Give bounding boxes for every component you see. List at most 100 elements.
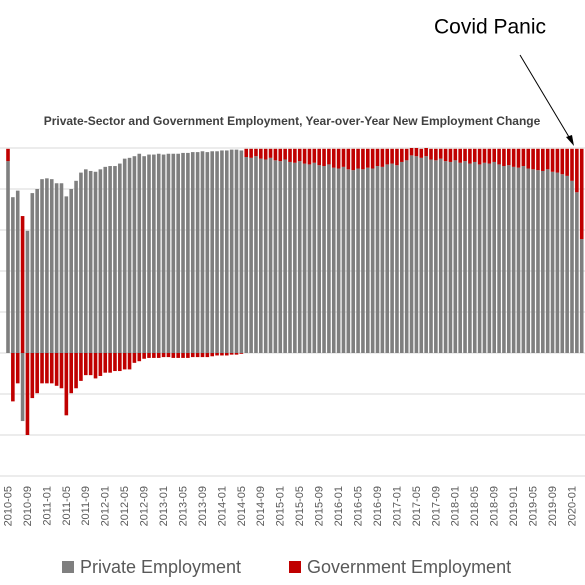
x-tick-label: 2011-01 <box>41 486 53 526</box>
bar <box>54 353 59 386</box>
bar <box>127 353 132 370</box>
bar <box>419 148 424 158</box>
bar <box>224 353 229 356</box>
bar <box>74 180 78 353</box>
bar <box>307 148 312 165</box>
bar <box>434 160 438 353</box>
x-tick-label: 2019-01 <box>508 486 520 526</box>
bar <box>108 353 112 373</box>
bar <box>448 148 453 162</box>
bar <box>414 156 419 353</box>
bar <box>570 180 574 353</box>
bar <box>361 148 365 170</box>
bar <box>380 148 385 167</box>
bar <box>293 148 297 163</box>
bar <box>152 353 156 358</box>
bar <box>215 353 219 356</box>
bar <box>132 156 137 353</box>
bar <box>74 353 78 389</box>
x-tick-label: 2013-05 <box>177 486 189 526</box>
bar <box>234 149 239 353</box>
bar <box>506 165 511 353</box>
bar <box>113 353 117 372</box>
bar <box>30 353 35 399</box>
bar <box>463 148 467 162</box>
bar <box>356 168 360 353</box>
bar <box>69 353 74 394</box>
bar <box>453 160 458 353</box>
bar <box>6 148 10 162</box>
bar <box>142 353 146 359</box>
bar <box>458 148 462 163</box>
bar <box>502 166 506 353</box>
bar <box>541 170 545 353</box>
bar <box>200 353 205 358</box>
bar <box>550 171 555 353</box>
bar <box>312 162 317 353</box>
bar <box>64 196 69 353</box>
bar <box>536 170 540 353</box>
bar <box>497 164 501 353</box>
bar <box>346 169 351 353</box>
bar <box>254 156 258 353</box>
bar <box>210 353 215 357</box>
chart-title: Private-Sector and Government Employment… <box>44 114 541 128</box>
bar <box>331 148 336 168</box>
legend-swatch <box>62 561 74 573</box>
bar <box>273 148 278 161</box>
bar <box>453 148 458 161</box>
bar <box>370 148 375 169</box>
bar <box>215 151 219 353</box>
bar <box>283 159 287 353</box>
bar <box>545 148 550 170</box>
bar <box>516 167 521 353</box>
bar <box>93 353 98 379</box>
x-tick-label: 2016-01 <box>333 486 345 526</box>
bar <box>579 239 584 353</box>
bar <box>565 175 569 353</box>
bar <box>477 164 482 353</box>
arrow-head <box>566 135 574 146</box>
bar <box>302 163 307 353</box>
bar <box>482 148 487 163</box>
bar <box>195 353 200 358</box>
bar <box>278 161 283 353</box>
bar <box>370 168 375 353</box>
bar <box>195 152 200 353</box>
bar <box>443 148 448 162</box>
bar <box>463 161 467 353</box>
x-tick-label: 2020-01 <box>566 486 578 526</box>
bar <box>25 230 30 353</box>
bar <box>190 353 195 358</box>
bar <box>239 353 244 354</box>
bar <box>263 159 268 353</box>
bar <box>122 353 127 370</box>
bar <box>404 160 409 353</box>
bar <box>331 167 336 353</box>
legend-label: Private Employment <box>80 557 241 577</box>
x-tick-label: 2014-09 <box>255 486 267 526</box>
bar <box>424 156 428 353</box>
bar <box>312 148 317 163</box>
bar <box>83 169 88 353</box>
bar <box>531 169 535 353</box>
annotation-arrow <box>519 54 573 143</box>
bar <box>263 148 268 160</box>
bar <box>526 168 531 353</box>
bar <box>482 162 487 353</box>
bar <box>545 169 550 353</box>
bar <box>560 148 565 175</box>
bar <box>293 162 297 353</box>
x-tick-label: 2011-05 <box>61 486 73 526</box>
bar <box>132 353 137 363</box>
bar <box>575 192 579 353</box>
bar <box>506 148 511 166</box>
bar <box>414 148 419 157</box>
bar <box>220 353 224 356</box>
bar <box>390 163 394 353</box>
bar <box>229 149 234 353</box>
x-tick-label: 2018-01 <box>450 486 462 526</box>
bar <box>20 353 25 422</box>
bar <box>409 148 414 156</box>
x-tick-label: 2012-01 <box>100 486 112 526</box>
